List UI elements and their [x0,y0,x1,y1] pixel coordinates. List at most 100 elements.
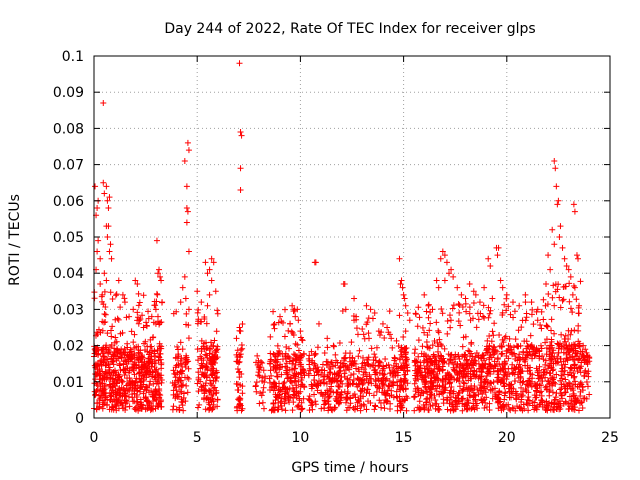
data-point [314,344,321,351]
data-point [538,325,545,332]
data-point [357,407,364,414]
data-point [296,397,303,404]
data-point [546,370,553,377]
data-point [489,295,496,302]
data-point [397,348,404,355]
data-point [486,310,493,317]
data-point [152,368,159,375]
data-point [253,388,260,395]
data-point [158,372,165,379]
data-point [114,347,121,354]
data-point [342,362,349,369]
data-point [239,390,246,397]
data-point [471,392,478,399]
data-point [459,362,466,369]
data-point [441,359,448,366]
data-point [194,346,201,353]
data-point [415,353,422,360]
data-point [314,381,321,388]
data-point [558,372,565,379]
data-point [121,366,128,373]
data-point [571,208,578,215]
data-point [361,359,368,366]
data-point [490,332,497,339]
data-point [136,405,143,412]
data-point [395,343,402,350]
data-point [196,401,203,408]
data-point [365,315,372,322]
data-point [494,355,501,362]
data-point [156,391,163,398]
data-point [573,364,580,371]
data-point [412,310,419,317]
data-point [538,308,545,315]
data-point [444,406,451,413]
data-point [312,401,319,408]
data-point [516,302,523,309]
data-point [495,244,502,251]
data-point [121,295,128,302]
data-point [470,288,477,295]
data-point [580,342,587,349]
data-point [129,398,136,405]
data-point [344,376,351,383]
axis-tick-labels: 0 0.01 0.02 0.03 0.04 0.05 0.06 0.07 0.08 0.09 0.1… [53,49,619,446]
data-point [214,396,221,403]
data-point [282,407,289,414]
data-point [562,338,569,345]
data-point [553,183,560,190]
data-point [100,401,107,408]
data-point [170,367,177,374]
data-point [445,360,452,367]
data-point [158,359,165,366]
data-point [399,284,406,291]
data-point [582,367,589,374]
data-point [172,381,179,388]
data-point [456,309,463,316]
data-point [292,340,299,347]
data-point [572,345,579,352]
data-point [516,404,523,411]
data-point [436,406,443,413]
data-point [195,388,202,395]
data-point [387,369,394,376]
data-point [429,383,436,390]
data-point [473,400,480,407]
data-point [462,295,469,302]
data-point [154,291,161,298]
data-point [424,395,431,402]
data-point [195,306,202,313]
data-point [254,362,261,369]
data-point [473,324,480,331]
data-point [334,389,341,396]
data-point [372,382,379,389]
data-point [501,361,508,368]
data-point [356,347,363,354]
data-point [427,389,434,396]
data-point [122,349,129,356]
data-point [152,352,159,359]
data-point [388,381,395,388]
data-point [548,316,555,323]
data-point [139,354,146,361]
data-point [477,375,484,382]
data-point [479,361,486,368]
data-point [142,347,149,354]
data-point [115,373,122,380]
data-point [457,322,464,329]
data-point [455,318,462,325]
data-point [271,351,278,358]
data-point [462,300,469,307]
data-point [439,366,446,373]
data-point [356,368,363,375]
data-point [400,377,407,384]
data-point [101,353,108,360]
data-point [481,284,488,291]
data-point [455,301,462,308]
data-point [207,396,214,403]
data-point [484,384,491,391]
data-point [380,365,387,372]
x-tick-label: 5 [193,430,202,446]
data-point [197,365,204,372]
data-point [397,400,404,407]
